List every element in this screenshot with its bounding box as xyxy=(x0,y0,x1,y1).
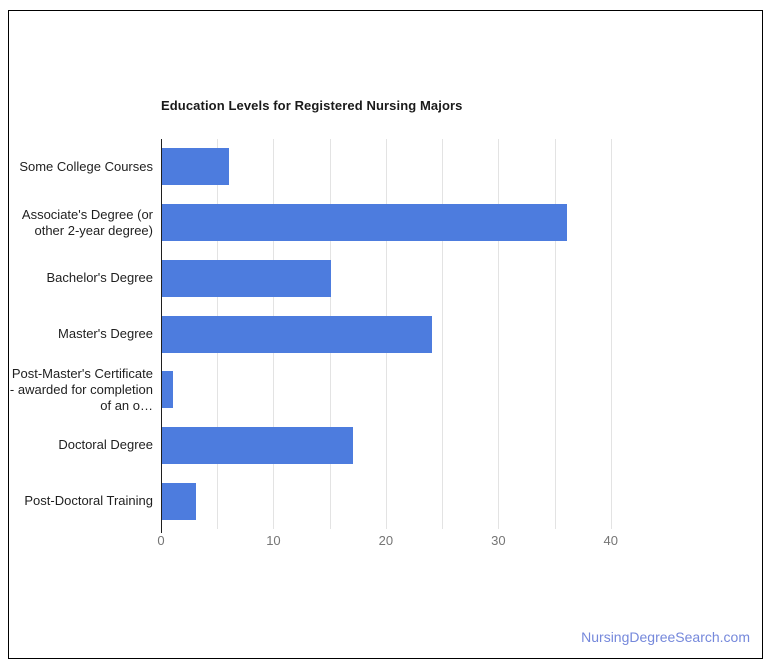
category-label: Post-Master's Certificate - awarded for … xyxy=(9,365,153,413)
tick-label: 10 xyxy=(266,533,281,548)
gridline xyxy=(442,139,444,529)
chart-frame: Education Levels for Registered Nursing … xyxy=(8,10,763,659)
bar xyxy=(162,204,567,242)
chart-title: Education Levels for Registered Nursing … xyxy=(161,98,463,113)
gridline xyxy=(610,139,612,529)
category-label: Master's Degree xyxy=(58,326,153,341)
tick-label: 0 xyxy=(157,533,165,548)
bar xyxy=(162,371,174,409)
bar xyxy=(162,315,432,353)
bar xyxy=(162,259,331,297)
plot-area xyxy=(161,139,667,533)
watermark-link[interactable]: NursingDegreeSearch.com xyxy=(581,629,750,645)
tick-label: 40 xyxy=(603,533,618,548)
bar xyxy=(162,148,230,186)
value-axis-line xyxy=(161,139,162,533)
category-label: Some College Courses xyxy=(19,158,153,174)
bar xyxy=(162,426,354,464)
tick-label: 20 xyxy=(378,533,394,548)
gridline xyxy=(554,139,556,529)
category-label: Doctoral Degree xyxy=(58,437,153,453)
category-label: Associate's Degree (or other 2-year degr… xyxy=(21,206,153,238)
tick-label: 30 xyxy=(491,533,506,548)
value-axis-tick-labels: 0 10 20 30 40 xyxy=(157,533,667,553)
bar xyxy=(162,482,196,520)
category-label: Bachelor's Degree xyxy=(46,270,153,286)
gridline xyxy=(498,139,500,529)
category-axis-labels: Some College Courses Associate's Degree (… xyxy=(9,139,153,529)
category-label: Post-Doctoral Training xyxy=(24,493,153,509)
